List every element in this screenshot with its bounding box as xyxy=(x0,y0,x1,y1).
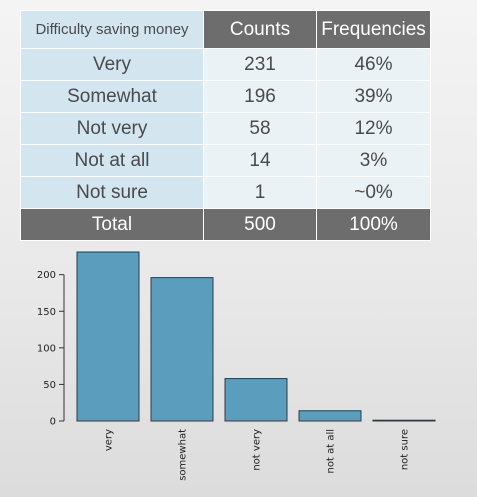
table-row: Somewhat 196 39% xyxy=(21,81,431,113)
row-frequency: 3% xyxy=(317,145,431,177)
row-label: Not very xyxy=(21,113,204,145)
row-count: 196 xyxy=(204,81,317,113)
total-count: 500 xyxy=(204,209,317,241)
row-label: Very xyxy=(21,49,204,81)
bar-somewhat xyxy=(151,278,213,421)
row-count: 58 xyxy=(204,113,317,145)
y-tick-label: 50 xyxy=(43,380,56,391)
x-tick-label: very xyxy=(104,429,115,451)
table-row: Not very 58 12% xyxy=(21,113,431,145)
row-count: 231 xyxy=(204,49,317,81)
row-count: 1 xyxy=(204,177,317,209)
y-tick-label: 100 xyxy=(37,343,56,354)
table-header-row: Difficulty saving money Counts Frequenci… xyxy=(21,11,431,49)
y-tick-label: 200 xyxy=(37,270,56,281)
row-frequency: 46% xyxy=(317,49,431,81)
frequency-table: Difficulty saving money Counts Frequenci… xyxy=(20,10,431,241)
bar-not-at-all xyxy=(299,411,361,421)
table-total-row: Total 500 100% xyxy=(21,209,431,241)
row-frequency: 12% xyxy=(317,113,431,145)
bar-not-very xyxy=(225,379,287,421)
y-tick-label: 150 xyxy=(37,307,56,318)
table-row: Not sure 1 ~0% xyxy=(21,177,431,209)
row-label: Not sure xyxy=(21,177,204,209)
bar-very xyxy=(77,252,139,421)
x-tick-label: somewhat xyxy=(178,429,189,481)
header-frequencies: Frequencies xyxy=(317,11,431,49)
header-counts: Counts xyxy=(204,11,317,49)
total-frequency: 100% xyxy=(317,209,431,241)
row-frequency: ~0% xyxy=(317,177,431,209)
y-tick-label: 0 xyxy=(50,417,56,428)
row-frequency: 39% xyxy=(317,81,431,113)
x-tick-label: not sure xyxy=(400,429,411,470)
row-count: 14 xyxy=(204,145,317,177)
bar-chart: 0 50 100 150 200 very somewhat not very not at a… xyxy=(0,245,477,497)
bar-not-sure xyxy=(373,420,435,421)
row-label: Not at all xyxy=(21,145,204,177)
header-difficulty: Difficulty saving money xyxy=(21,11,204,49)
total-label: Total xyxy=(21,209,204,241)
table-row: Not at all 14 3% xyxy=(21,145,431,177)
table-row: Very 231 46% xyxy=(21,49,431,81)
x-tick-label: not at all xyxy=(326,429,337,473)
x-tick-label: not very xyxy=(252,429,263,471)
row-label: Somewhat xyxy=(21,81,204,113)
